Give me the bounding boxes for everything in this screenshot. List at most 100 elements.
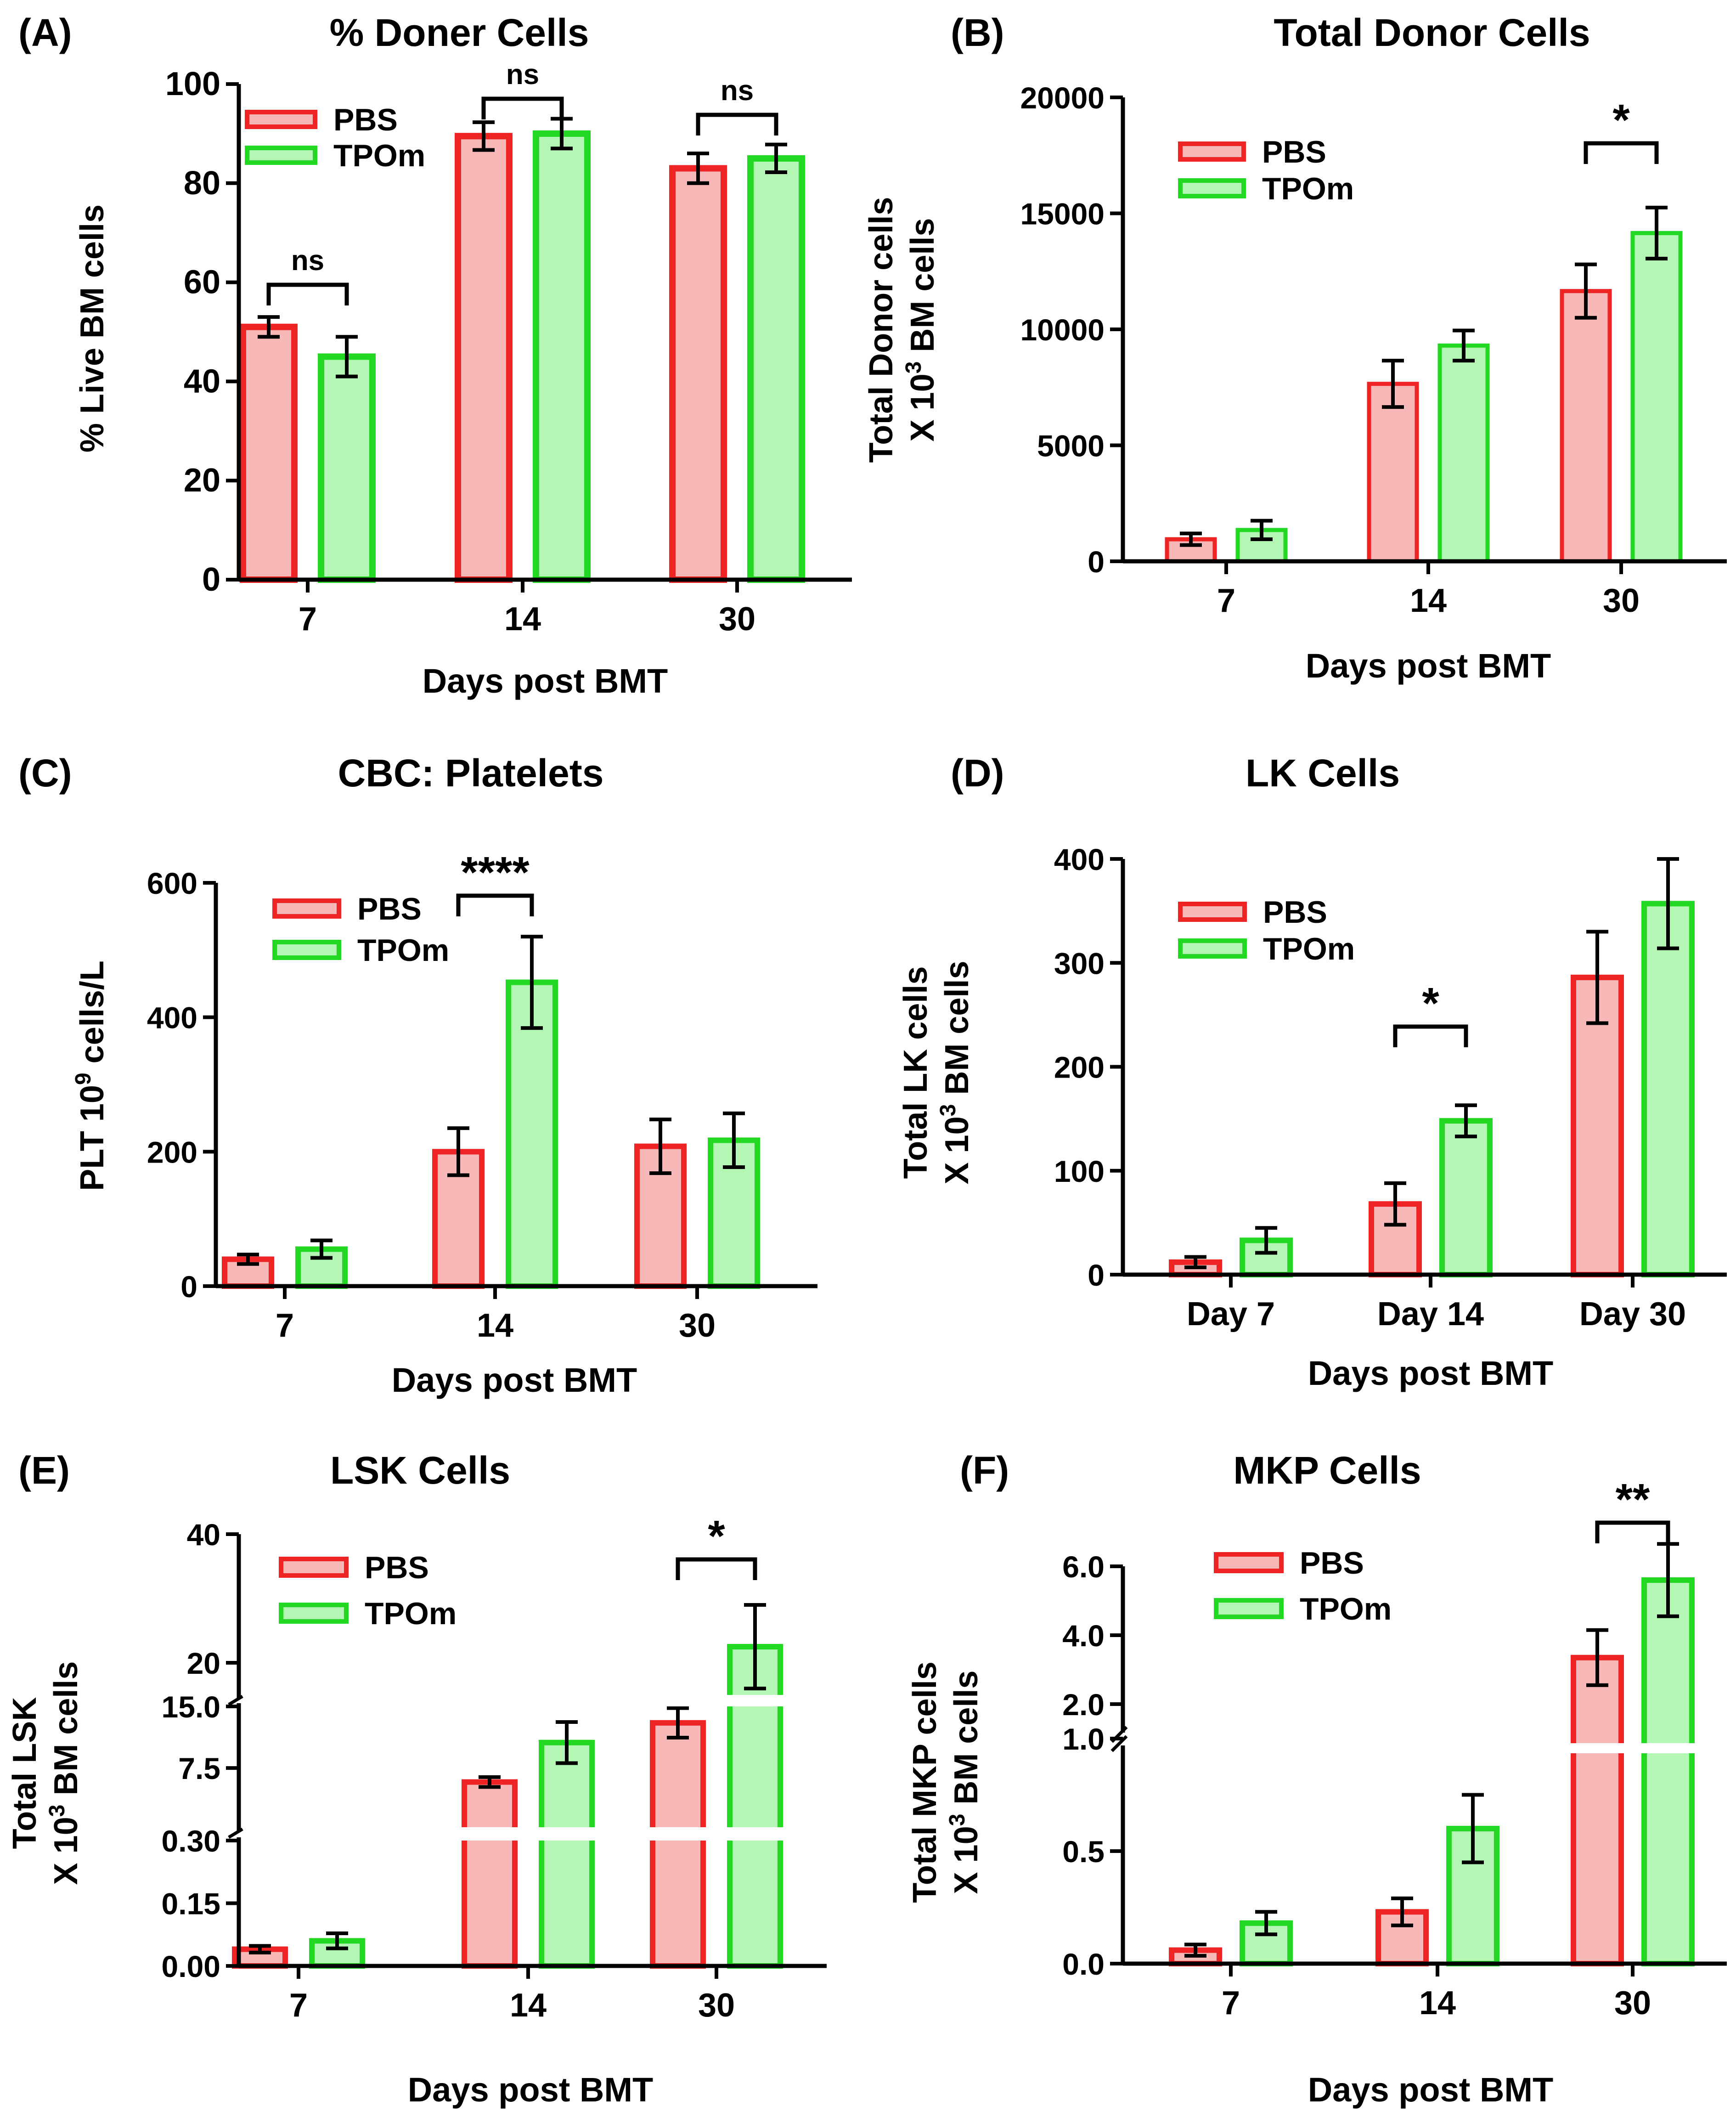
- legend-label-c-tpom: TPOm: [357, 933, 449, 968]
- significance-label-d-0: *: [1422, 979, 1439, 1028]
- y-axis-label-f: Total MKP cells X 103 BM cells: [907, 1661, 985, 1903]
- y-tick-label-e-3: 7.5: [178, 1751, 220, 1785]
- axis-break-band-e-0: [248, 1827, 836, 1841]
- y-axis-label-d-line2: X 103 BM cells: [936, 961, 975, 1185]
- panel-label-a: (A): [18, 11, 72, 54]
- chart-title-c: CBC: Platelets: [338, 751, 604, 795]
- y-tick-label-a-2: 40: [184, 363, 220, 400]
- x-axis-label-b: Days post BMT: [1306, 647, 1551, 685]
- bar-e-pbs-1: [462, 1779, 518, 1969]
- x-axis-label-f: Days post BMT: [1308, 2071, 1554, 2109]
- legend-swatch-a-pbs: [245, 110, 317, 129]
- y-tick-label-d-3: 300: [1054, 946, 1105, 980]
- x-tick-label-c-2: 30: [679, 1307, 716, 1344]
- x-tick-label-e-1: 14: [510, 1987, 547, 2024]
- legend-swatch-d-tpom: [1178, 938, 1247, 959]
- x-tick-label-d-1: Day 14: [1377, 1296, 1484, 1333]
- x-axis-label-d: Days post BMT: [1308, 1354, 1554, 1392]
- y-axis-label-c-text: PLT 109 cells/L: [71, 960, 111, 1191]
- bar-b-tpom-2: [1630, 231, 1683, 564]
- y-tick-label-b-1: 5000: [1037, 429, 1105, 463]
- y-tick-label-b-4: 20000: [1020, 81, 1105, 115]
- y-tick-label-c-0: 0: [180, 1270, 197, 1304]
- y-tick-label-a-1: 20: [184, 462, 220, 499]
- y-tick-label-f-0: 0.0: [1062, 1947, 1105, 1981]
- bar-a-pbs-1: [455, 133, 513, 583]
- bar-a-tpom-2: [747, 155, 805, 583]
- y-tick-label-d-4: 400: [1054, 842, 1105, 876]
- y-tick-label-a-5: 100: [165, 66, 220, 102]
- bar-a-pbs-2: [669, 165, 727, 583]
- y-axis-label-d-line1: Total LK cells: [897, 966, 934, 1179]
- bar-a-tpom-1: [533, 130, 591, 583]
- x-axis-label-c: Days post BMT: [392, 1361, 637, 1399]
- bar-f-tpom-2: [1641, 1577, 1695, 1966]
- axis-break-band-f: [1132, 1743, 1736, 1753]
- bar-d-tpom-1: [1439, 1118, 1493, 1277]
- y-tick-label-c-2: 400: [147, 1001, 197, 1035]
- chart-title-b: Total Donor Cells: [1274, 11, 1590, 54]
- x-tick-label-f-1: 14: [1419, 1985, 1456, 2022]
- panel-label-f: (F): [960, 1449, 1009, 1492]
- chart-title-d: LK Cells: [1246, 751, 1400, 795]
- significance-bracket-c-0: [456, 893, 534, 916]
- bar-e-tpom-0: [309, 1938, 365, 1969]
- y-tick-label-d-1: 100: [1054, 1154, 1105, 1188]
- legend-label-f-tpom: TPOm: [1300, 1592, 1392, 1626]
- chart-title-f: MKP Cells: [1233, 1449, 1421, 1492]
- y-tick-label-e-4: 15.0: [162, 1690, 220, 1724]
- bar-b-pbs-2: [1560, 289, 1612, 564]
- y-axis-label-a-text: % Live BM cells: [74, 204, 111, 452]
- significance-label-b-0: *: [1612, 96, 1630, 145]
- y-tick-label-d-2: 200: [1054, 1050, 1105, 1084]
- y-tick-label-c-3: 600: [147, 866, 197, 900]
- y-axis-label-b-line2: X 103 BM cells: [902, 218, 941, 442]
- legend-label-c-pbs: PBS: [357, 892, 422, 926]
- bar-e-pbs-2: [650, 1720, 706, 1969]
- y-tick-label-c-1: 200: [147, 1135, 197, 1169]
- x-tick-label-c-1: 14: [477, 1307, 513, 1344]
- significance-label-a-1: ns: [506, 59, 539, 90]
- y-tick-label-a-0: 0: [202, 561, 220, 598]
- legend-swatch-d-pbs: [1178, 902, 1247, 922]
- y-axis-label-c: PLT 109 cells/L: [71, 960, 111, 1191]
- bar-b-tpom-1: [1437, 343, 1490, 564]
- y-axis-label-f-line1: Total MKP cells: [907, 1661, 943, 1903]
- bar-f-pbs-2: [1571, 1655, 1624, 1966]
- y-axis-label-d: Total LK cells X 103 BM cells: [897, 961, 975, 1185]
- legend-label-d-tpom: TPOm: [1263, 932, 1355, 966]
- y-axis-label-f-line2: X 103 BM cells: [945, 1671, 985, 1894]
- x-tick-label-b-1: 14: [1410, 582, 1447, 619]
- significance-bracket-e-0: [676, 1557, 757, 1580]
- axis-break-mark-e-0a: [228, 1827, 243, 1839]
- y-axis-label-e-line2: X 103 BM cells: [45, 1661, 85, 1885]
- bar-e-tpom-2: [727, 1644, 783, 1969]
- panel-label-d: (D): [951, 751, 1004, 795]
- legend-swatch-e-pbs: [279, 1557, 349, 1578]
- x-tick-label-c-0: 7: [276, 1307, 294, 1344]
- chart-title-e: LSK Cells: [330, 1449, 510, 1492]
- y-tick-label-a-4: 80: [184, 165, 220, 202]
- y-tick-label-f-5: 6.0: [1062, 1550, 1105, 1584]
- x-tick-label-d-0: Day 7: [1187, 1296, 1275, 1333]
- y-axis-label-a: % Live BM cells: [74, 204, 111, 452]
- legend-label-a-tpom: TPOm: [333, 138, 425, 173]
- significance-bracket-f-0: [1595, 1520, 1670, 1543]
- significance-label-a-0: ns: [291, 245, 324, 277]
- x-tick-label-a-1: 14: [504, 601, 541, 638]
- legend-label-d-pbs: PBS: [1263, 895, 1327, 930]
- legend-swatch-a-tpom: [245, 146, 317, 165]
- bar-c-tpom-1: [506, 979, 558, 1289]
- panel-label-e: (E): [18, 1449, 70, 1492]
- y-tick-label-f-4: 4.0: [1062, 1619, 1105, 1653]
- legend-label-f-pbs: PBS: [1300, 1546, 1364, 1581]
- legend-swatch-b-pbs: [1178, 141, 1246, 162]
- chart-title-a: % Doner Cells: [330, 11, 589, 54]
- x-tick-label-b-2: 30: [1603, 582, 1640, 619]
- axis-break-mark-f-a: [1110, 1735, 1128, 1752]
- y-tick-label-f-2: 1.0: [1062, 1722, 1105, 1756]
- legend-label-b-tpom: TPOm: [1262, 171, 1354, 206]
- y-tick-label-e-6: 40: [187, 1518, 220, 1552]
